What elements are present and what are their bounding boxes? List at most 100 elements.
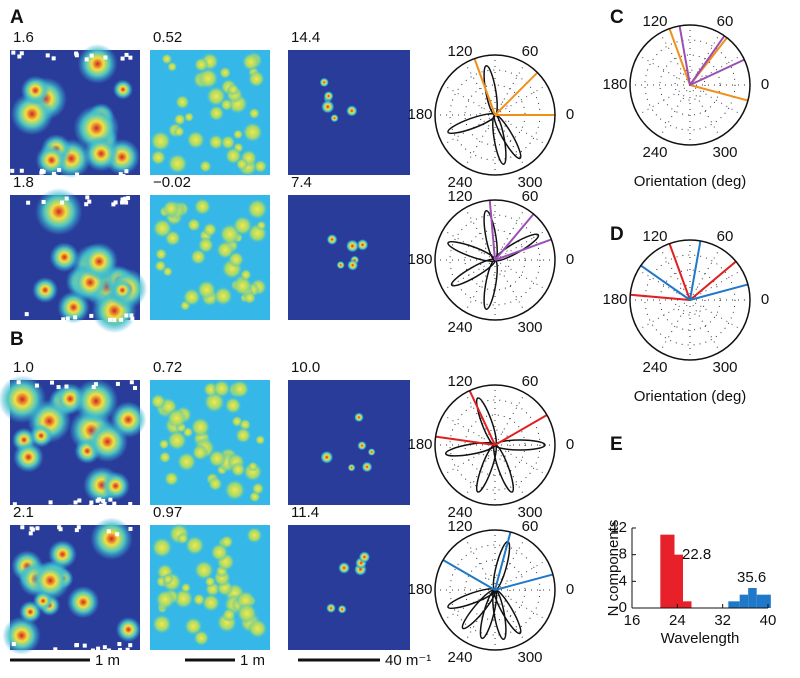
polar-direction	[630, 293, 691, 301]
map-blob	[189, 248, 207, 266]
map-gap	[133, 385, 138, 390]
map-gap	[103, 55, 108, 60]
map-gap	[49, 380, 54, 385]
polar-spoke	[465, 259, 496, 311]
polar-ring	[464, 414, 526, 476]
polar-spoke	[689, 270, 741, 301]
polar-spoke	[689, 249, 720, 301]
map-blob	[367, 447, 376, 457]
map-blob	[230, 379, 250, 399]
map-blob	[110, 401, 147, 438]
polar-angle-label: 60	[522, 43, 539, 60]
map-value: 0.72	[153, 359, 182, 376]
map-blob	[162, 199, 180, 218]
heat-map	[149, 50, 270, 177]
map-blob	[77, 43, 118, 84]
map-blob	[176, 451, 197, 472]
map-blob	[236, 602, 258, 624]
map-blob	[184, 535, 205, 556]
map-gap	[128, 643, 133, 648]
map-blob	[346, 259, 359, 271]
polar-angle-label: 0	[566, 581, 574, 598]
polar-frame	[434, 529, 556, 651]
map-gap	[118, 647, 123, 652]
map-blob	[73, 379, 119, 424]
map-gap	[74, 643, 79, 648]
polar-frame	[629, 24, 751, 146]
map-gap	[115, 381, 120, 386]
polar-plot	[434, 199, 556, 321]
map-gap	[64, 384, 69, 389]
polar-angle-label: 300	[517, 319, 542, 336]
map-gap	[124, 169, 129, 174]
map-gap	[73, 315, 78, 320]
map-gap	[124, 52, 129, 57]
map-gap	[89, 500, 94, 505]
map-blob	[190, 416, 211, 438]
map-blob	[212, 379, 231, 398]
map-gap	[51, 56, 56, 61]
x-tick-label: 24	[669, 612, 686, 629]
map-blob	[197, 236, 215, 254]
map-blob	[166, 61, 178, 72]
map-blob	[162, 573, 174, 585]
histogram-bar	[748, 588, 757, 608]
polar-angle-label: 300	[517, 504, 542, 521]
polar-spoke	[465, 64, 496, 116]
map-blob	[112, 79, 133, 100]
histogram-bar	[739, 594, 749, 608]
map-blob	[158, 450, 172, 464]
map-blob	[247, 618, 268, 639]
polar-direction	[442, 559, 496, 591]
map-gap	[26, 200, 31, 205]
map-blob	[323, 90, 334, 102]
map-blob	[353, 412, 365, 423]
y-axis-label: N components	[605, 520, 622, 617]
polar-spoke	[444, 85, 496, 116]
polar-direction	[689, 35, 726, 86]
map-blob	[235, 157, 249, 171]
map-blob	[20, 75, 51, 106]
map-blob	[253, 159, 268, 174]
map-blob	[227, 251, 245, 268]
map-gap	[34, 383, 39, 388]
map-blob	[247, 461, 259, 472]
map-gap	[121, 174, 126, 179]
map-gap	[128, 526, 133, 531]
polar-spoke	[639, 55, 691, 86]
y-tick-label: 0	[619, 599, 627, 616]
polar-angle-label: 0	[761, 76, 769, 93]
map-value: 0.52	[153, 29, 182, 46]
polar-direction	[678, 25, 691, 86]
polar-plot	[434, 54, 556, 176]
map-gap	[48, 500, 53, 505]
y-tick-label: 12	[610, 519, 627, 536]
map-blob	[150, 149, 167, 166]
map-gap	[65, 316, 70, 321]
map-gap	[120, 200, 125, 205]
map-blob	[357, 440, 367, 451]
polar-direction	[494, 71, 539, 116]
polar-spoke	[494, 444, 546, 475]
map-gap	[89, 313, 94, 318]
map-blob	[232, 275, 253, 296]
map-gap	[93, 382, 98, 387]
map-background	[288, 195, 410, 320]
polar-spoke	[444, 114, 496, 145]
map-gap	[45, 53, 50, 58]
polar-ring	[464, 229, 526, 291]
map-blob	[101, 471, 130, 501]
polar-plot	[434, 529, 556, 651]
polar-spoke	[465, 539, 496, 591]
polar-angle-label: 60	[522, 373, 539, 390]
polar-angle-label: 180	[602, 76, 627, 93]
map-gap	[82, 643, 87, 648]
polar-angle-label: 180	[407, 436, 432, 453]
polar-direction	[494, 213, 535, 261]
map-blob	[161, 53, 173, 65]
map-gap	[124, 313, 129, 318]
polar-direction	[488, 200, 496, 261]
annotation: 22.8	[682, 546, 711, 563]
map-blob	[358, 551, 371, 564]
map-gap	[88, 504, 93, 509]
